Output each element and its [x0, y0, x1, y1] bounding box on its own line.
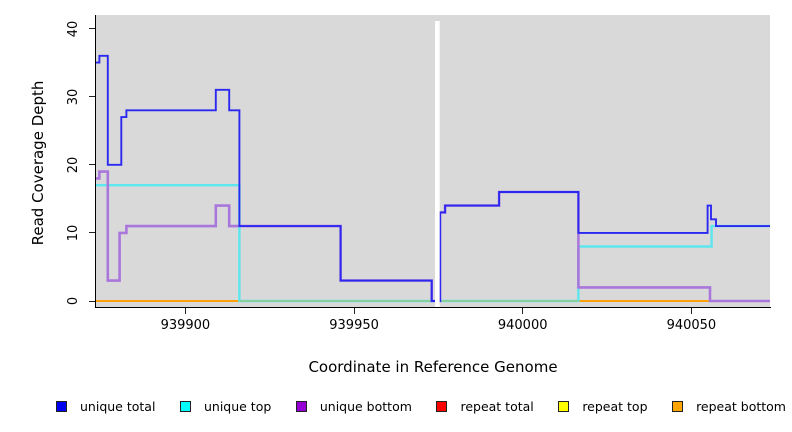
- legend-item-unique-total: unique total: [56, 399, 155, 414]
- legend-item-repeat-bottom: repeat bottom: [672, 399, 786, 414]
- x-tick-mark: [522, 308, 524, 314]
- x-axis-title: Coordinate in Reference Genome: [308, 358, 558, 376]
- legend-item-repeat-total: repeat total: [436, 399, 534, 414]
- legend: unique total unique top unique bottom repea…: [56, 399, 786, 414]
- y-tick-mark: [89, 232, 95, 234]
- legend-label: repeat bottom: [696, 399, 786, 414]
- legend-item-unique-bottom: unique bottom: [295, 399, 412, 414]
- series-line-unique-total: [96, 54, 770, 302]
- no-data-gap: [435, 21, 440, 307]
- y-tick-label: 0: [66, 296, 81, 306]
- x-tick-label: 940000: [497, 318, 548, 333]
- y-tick-mark: [89, 300, 95, 302]
- x-tick-mark: [690, 308, 692, 314]
- x-tick-label: 939950: [329, 318, 379, 333]
- y-tick-label: 30: [66, 88, 81, 105]
- x-axis-line: [95, 307, 771, 308]
- coverage-chart-canvas: [96, 21, 770, 307]
- legend-label: repeat total: [460, 399, 534, 414]
- legend-item-unique-top: unique top: [179, 399, 272, 414]
- legend-label: unique total: [80, 399, 156, 414]
- y-tick-label: 20: [66, 156, 81, 174]
- y-axis-title: Read Coverage Depth: [29, 80, 47, 246]
- y-tick-label: 40: [66, 20, 81, 37]
- legend-label: unique bottom: [319, 399, 412, 414]
- legend-label: unique top: [203, 399, 272, 414]
- legend-swatch-icon: [179, 401, 191, 412]
- y-axis-line: [95, 15, 96, 308]
- x-tick-label: 939900: [160, 318, 211, 333]
- y-tick-mark: [89, 96, 95, 98]
- y-tick-mark: [89, 164, 95, 166]
- legend-swatch-icon: [56, 401, 67, 412]
- legend-swatch-icon: [436, 401, 448, 412]
- legend-swatch-icon: [672, 401, 684, 412]
- x-tick-label: 940050: [666, 318, 717, 333]
- series-line-unique-bottom: [96, 170, 770, 303]
- legend-item-repeat-top: repeat top: [558, 399, 648, 414]
- legend-swatch-icon: [295, 401, 307, 412]
- y-tick-label: 10: [66, 224, 81, 242]
- plot-area: [96, 15, 770, 307]
- y-tick-mark: [89, 28, 95, 29]
- x-tick-mark: [184, 308, 186, 314]
- legend-swatch-icon: [558, 401, 570, 412]
- x-tick-mark: [353, 308, 355, 314]
- legend-label: repeat top: [582, 399, 648, 414]
